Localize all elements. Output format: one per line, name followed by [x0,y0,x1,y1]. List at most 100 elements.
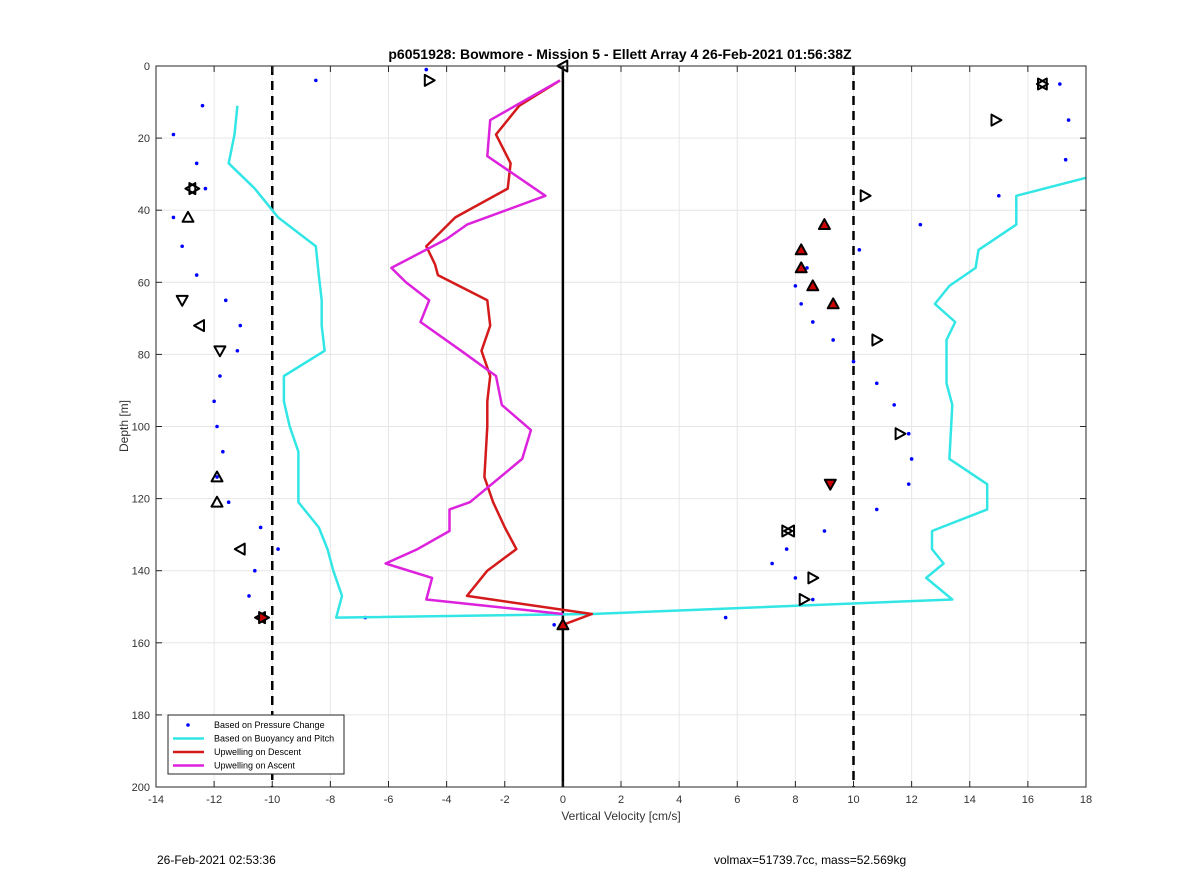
legend-label: Based on Pressure Change [214,720,325,730]
x-tick-label: 12 [906,794,918,806]
pressure-change-point [226,500,231,505]
pressure-change-point [811,320,815,324]
triangle-marker [556,618,570,631]
pressure-change-point [909,457,914,461]
pressure-change-point [874,381,879,386]
pressure-change-point [874,507,879,512]
triangle-marker [781,524,794,538]
y-axis-label: Depth [m] [117,400,131,452]
pressure-change-point [793,284,798,288]
footer-volmax-mass: volmax=51739.7cc, mass=52.569kg [714,853,907,867]
pressure-change-point [851,359,856,364]
pressure-change-point [805,266,809,270]
triangle-marker [193,319,205,333]
triangle-marker [423,73,436,87]
x-tick-label: 10 [847,794,859,806]
pressure-change-point [200,103,205,108]
y-tick-label: 40 [138,205,150,217]
x-tick-label: -14 [148,794,164,806]
upwelling-on-ascent-line [384,79,564,616]
pressure-change-point [247,594,251,598]
triangle-marker [798,593,811,606]
pressure-change-point [194,273,199,277]
pressure-change-point [1063,157,1068,162]
y-tick-label: 0 [144,61,150,73]
x-tick-label: 4 [676,794,682,806]
pressure-change-point [1066,118,1071,122]
pressure-change-point [1058,82,1062,86]
pressure-change-point [906,431,911,436]
triangle-marker [894,427,907,441]
triangle-marker [871,333,884,347]
triangle-marker [823,478,837,491]
legend-label: Upwelling on Descent [214,747,302,757]
y-axis-ticks: 0 20 40 60 80 100 120 140 160 180 200 [132,61,1086,794]
legend-label: Based on Buoyancy and Pitch [214,734,334,744]
pressure-change-point [997,193,1001,198]
triangle-marker [258,611,270,625]
triangle-marker [175,294,189,307]
pressure-change-point [235,348,240,353]
pressure-change-point [799,302,803,306]
y-tick-label: 120 [132,494,150,506]
x-tick-label: 14 [964,794,976,806]
y-tick-label: 60 [138,277,150,289]
x-tick-label: -8 [325,794,335,806]
x-tick-label: -12 [206,794,222,806]
pressure-change-point [552,622,556,627]
pressure-change-point [215,424,219,429]
triangle-marker [807,571,820,585]
pressure-change-point [171,132,176,137]
legend-swatch [186,723,190,727]
pressure-change-point [258,525,263,530]
upwelling-on-descent-line [425,79,594,626]
reference-lines [271,66,855,787]
chart-title: p6051928: Bowmore - Mission 5 - Ellett A… [388,46,852,62]
x-tick-label: 16 [1022,794,1034,806]
triangle-marker [817,218,831,230]
triangle-marker [859,189,872,203]
triangle-marker [990,113,1003,127]
y-tick-label: 160 [132,638,150,650]
pressure-change-point [253,568,257,573]
pressure-change-point [424,67,429,72]
x-tick-label: -2 [500,794,510,806]
triangle-marker [233,542,246,556]
pressure-change-point [793,576,798,580]
x-tick-label: 6 [734,794,740,806]
pressure-change-point [857,248,862,252]
y-tick-label: 180 [132,710,150,722]
based-on-buoyancy-and-pitch-line [227,105,1087,619]
x-tick-label: 8 [792,794,798,806]
triangle-marker [210,495,224,508]
data-series [171,67,1087,627]
pressure-change-point [276,547,280,551]
pressure-change-point [212,399,216,404]
footer-timestamp: 26-Feb-2021 02:53:36 [157,853,276,867]
pressure-change-point [906,482,911,486]
x-axis-ticks: -14 -12 -10 -8 -6 -4 -2 0 2 4 6 8 10 12 14 16 18 [148,66,1092,806]
triangle-marker [794,243,808,256]
x-tick-label: -10 [264,794,280,806]
triangle-marker [188,182,201,196]
y-tick-label: 100 [132,422,150,434]
x-tick-label: 2 [618,794,624,806]
triangle-marker [1035,77,1048,91]
pressure-change-point [238,323,243,328]
pressure-change-point [918,222,923,227]
triangle-marker [210,470,224,483]
y-tick-label: 140 [132,566,150,578]
triangle-marker [181,210,195,223]
y-tick-label: 200 [132,782,150,794]
pressure-change-point [892,403,896,407]
pressure-change-point [314,78,318,83]
pressure-change-point [831,338,835,342]
pressure-change-point [171,215,176,220]
y-tick-label: 80 [138,349,150,361]
pressure-change-point [218,374,222,378]
x-tick-label: 18 [1080,794,1092,806]
pressure-change-point [215,475,219,479]
legend: Based on Pressure Change Based on Buoyanc… [167,714,345,775]
pressure-change-point [822,529,827,533]
triangle-marker [213,345,227,358]
